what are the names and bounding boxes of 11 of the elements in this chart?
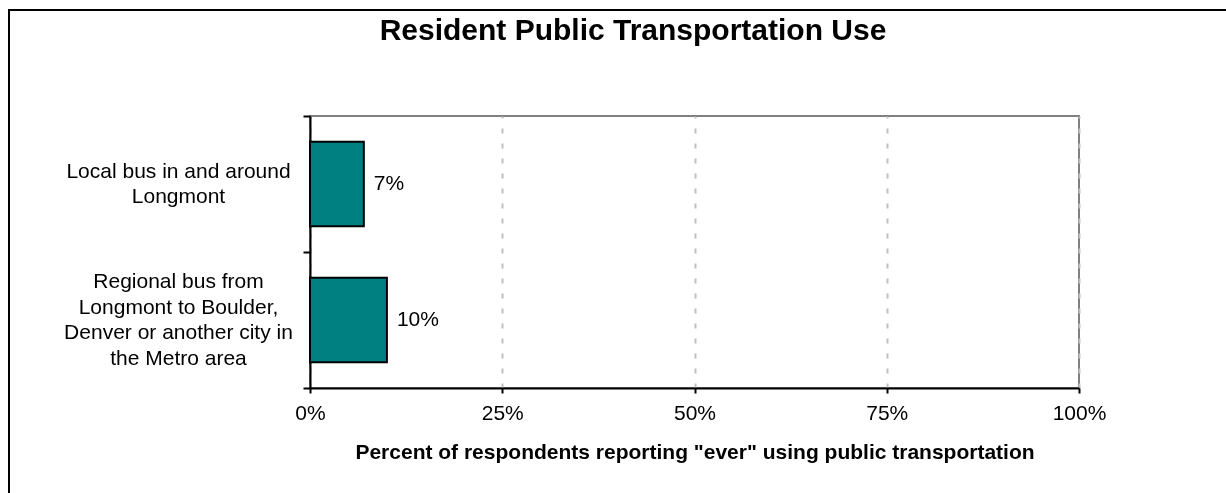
x-tick-label: 100% — [1052, 400, 1107, 424]
y-tick-label: Local bus in and around Longmont — [66, 158, 291, 208]
x-tick-label: 25% — [481, 400, 524, 424]
data-label: 7% — [373, 171, 405, 194]
x-axis-title: Percent of respondents reporting "ever" using public transportation — [355, 439, 1035, 463]
y-tick-label: Regional bus from Longmont to Boulder, Denver or another city in the Metro area — [64, 269, 293, 369]
data-label: 10% — [396, 307, 439, 330]
x-tick-label: 50% — [673, 400, 717, 424]
chart-title: Resident Public Transportation Use — [379, 13, 887, 46]
x-tick-label: 75% — [866, 400, 909, 424]
x-tick-label: 0% — [295, 400, 326, 424]
